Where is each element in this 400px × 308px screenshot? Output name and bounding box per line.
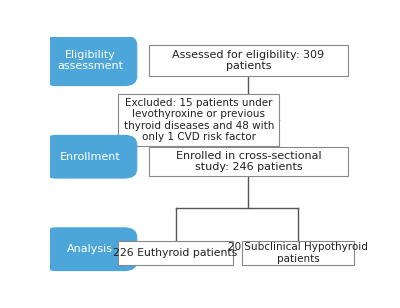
FancyBboxPatch shape bbox=[44, 136, 137, 178]
FancyBboxPatch shape bbox=[118, 241, 233, 265]
Text: Enrolled in cross-sectional
study: 246 patients: Enrolled in cross-sectional study: 246 p… bbox=[176, 151, 321, 172]
FancyBboxPatch shape bbox=[118, 94, 279, 146]
Text: Assessed for eligibility: 309
patients: Assessed for eligibility: 309 patients bbox=[172, 50, 324, 71]
FancyBboxPatch shape bbox=[242, 241, 354, 265]
FancyBboxPatch shape bbox=[44, 228, 137, 270]
Text: 226 Euthyroid patients: 226 Euthyroid patients bbox=[114, 248, 238, 258]
FancyBboxPatch shape bbox=[149, 147, 348, 176]
Text: Enrollment: Enrollment bbox=[60, 152, 121, 162]
FancyBboxPatch shape bbox=[149, 45, 348, 76]
Text: 20 Subclinical Hypothyroid
patients: 20 Subclinical Hypothyroid patients bbox=[228, 242, 368, 264]
Text: Excluded: 15 patients under
levothyroxine or previous
thyroid diseases and 48 wi: Excluded: 15 patients under levothyroxin… bbox=[124, 98, 274, 142]
Text: Eligibility
assessment: Eligibility assessment bbox=[57, 50, 123, 71]
FancyBboxPatch shape bbox=[44, 36, 137, 86]
Text: Analysis: Analysis bbox=[67, 244, 113, 254]
